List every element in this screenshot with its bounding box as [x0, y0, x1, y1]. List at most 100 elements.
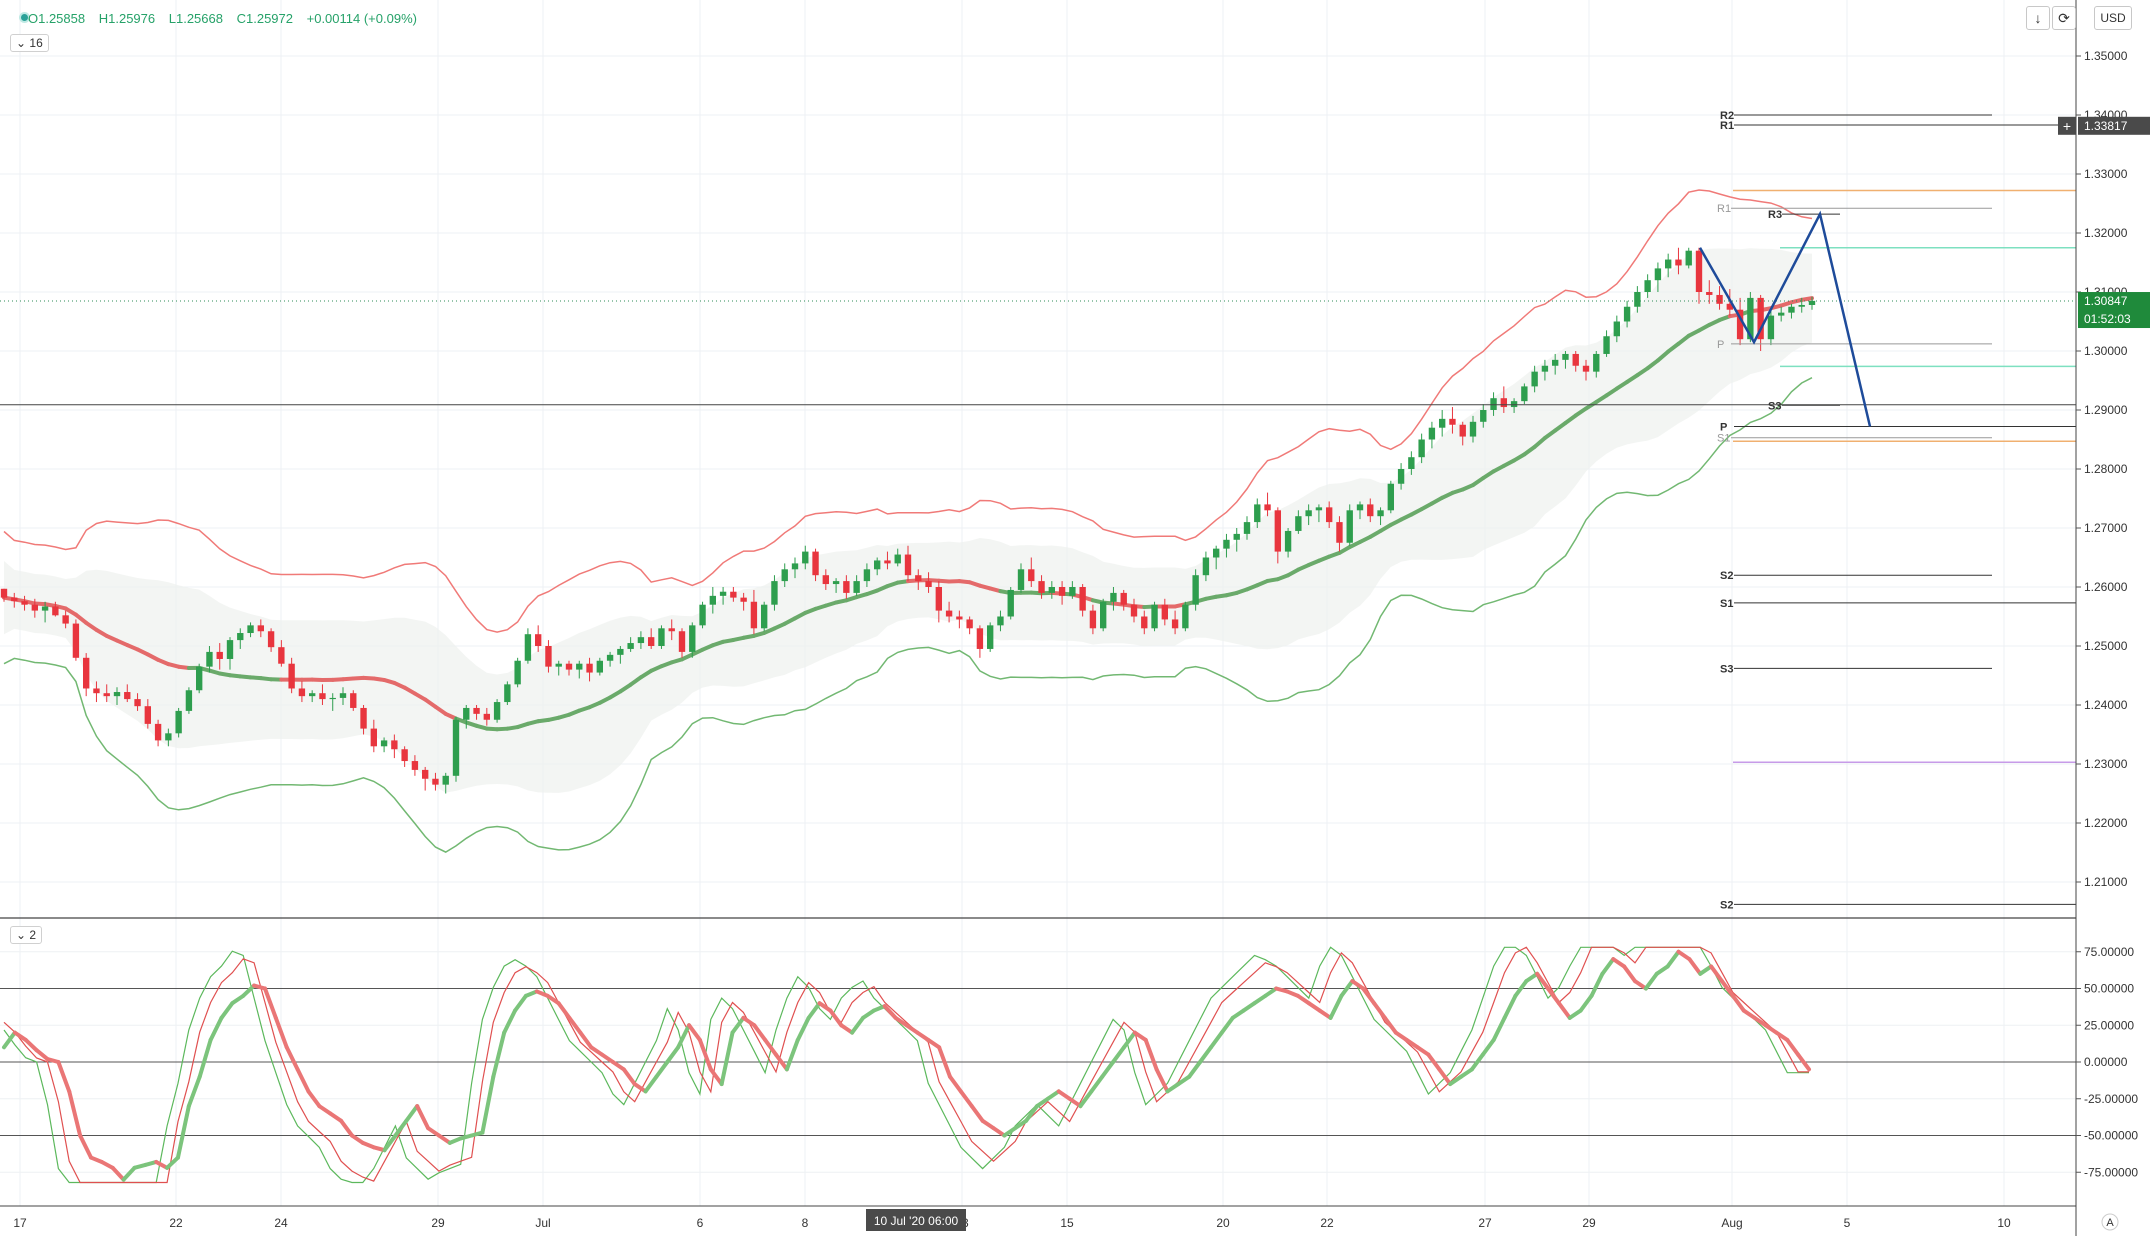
basis-line-segment: [73, 612, 89, 625]
stoch-smooth-segment: [241, 983, 257, 998]
basis-line-segment: [618, 682, 633, 694]
crosshair-plus-icon: +: [2063, 118, 2071, 134]
candle-body: [113, 692, 121, 697]
price-tick-label: 1.24000: [2084, 698, 2128, 712]
stoch-smooth-segment: [1546, 986, 1561, 1006]
candle-body: [1716, 294, 1723, 304]
stoch-smooth-segment: [545, 993, 561, 1006]
stoch-smooth-segment: [1654, 964, 1670, 976]
candle-body: [1223, 539, 1230, 549]
stoch-smooth-segment: [947, 1074, 963, 1094]
stoch-smooth-segment: [632, 1082, 648, 1094]
basis-line-segment: [1532, 436, 1547, 449]
currency-selector[interactable]: USD: [2094, 6, 2132, 30]
candle-body: [1480, 410, 1487, 422]
stoch-smooth-segment: [958, 1089, 974, 1109]
stoch-smooth-segment: [915, 1030, 931, 1042]
stoch-smooth-segment: [1252, 993, 1268, 1006]
indicator-toggle-osc[interactable]: ⌄ 2: [10, 926, 43, 944]
price-tick-label: 1.21000: [2084, 875, 2128, 889]
candle-body: [206, 651, 213, 667]
pivot-label: R3: [1768, 209, 1782, 221]
pivot-label: P: [1720, 422, 1727, 434]
stoch-smooth-segment: [1372, 1001, 1387, 1020]
stoch-smooth-segment: [295, 1067, 311, 1094]
candle-body: [545, 646, 552, 667]
stoch-smooth-segment: [610, 1060, 626, 1072]
stoch-smooth-segment: [262, 986, 278, 1020]
refresh-icon[interactable]: ⟳: [2052, 6, 2076, 30]
time-axis-label: 24: [274, 1216, 288, 1230]
candle-body: [41, 606, 49, 611]
basis-line-segment: [1676, 333, 1691, 346]
indicator-toggle-main[interactable]: ⌄ 16: [10, 34, 49, 52]
stoch-smooth-segment: [676, 1023, 692, 1050]
candle-body: [1603, 336, 1610, 354]
inner-band-fill: [4, 248, 1812, 793]
candle-body: [1233, 533, 1240, 540]
lower-band-line: [3, 377, 1813, 853]
stoch-smooth-segment: [784, 1037, 800, 1072]
stoch-smooth-segment: [850, 1015, 866, 1035]
candle-body: [1120, 592, 1127, 605]
candle-body: [935, 587, 943, 611]
pivot-label: R1: [1720, 120, 1734, 132]
stoch-smooth-segment: [339, 1118, 354, 1138]
stoch-smooth-segment: [774, 1052, 789, 1072]
stoch-smooth-segment: [110, 1165, 126, 1182]
candle-body: [514, 660, 521, 685]
candle-body: [391, 740, 398, 750]
stoch-smooth-segment: [1350, 979, 1366, 991]
stoch-smooth-segment: [1382, 1015, 1398, 1035]
candle-body: [1418, 439, 1425, 458]
basis-line-segment: [1614, 379, 1630, 391]
stoch-smooth-segment: [56, 1060, 72, 1094]
candle-body: [1305, 510, 1312, 517]
stoch-smooth-segment: [1219, 1015, 1235, 1035]
stoch-smooth-segment: [665, 1045, 681, 1064]
candle-body: [1788, 306, 1795, 313]
time-axis-label: 22: [1320, 1216, 1334, 1230]
stoch-smooth-segment: [165, 1155, 180, 1170]
stoch-smooth-segment: [67, 1089, 83, 1138]
pivot-label: S2: [1720, 899, 1733, 911]
candle-body: [144, 706, 152, 724]
stoch-smooth-segment: [861, 1008, 876, 1020]
stoch-smooth-segment: [600, 1052, 615, 1064]
candle-body: [1531, 371, 1538, 387]
candle-body: [1654, 268, 1662, 281]
download-icon[interactable]: ↓: [2026, 6, 2050, 30]
time-axis-label: 29: [1582, 1216, 1596, 1230]
stoch-smooth-segment: [1556, 1001, 1572, 1020]
stoch-smooth-segment: [1295, 993, 1311, 1006]
stoch-smooth-segment: [1208, 1030, 1224, 1050]
price-tick-label: 1.35000: [2084, 49, 2128, 63]
chevron-down-icon: ⌄: [16, 36, 27, 50]
candle-body: [1500, 398, 1508, 408]
stoch-smooth-segment: [1687, 957, 1703, 976]
candle-body: [1706, 292, 1713, 295]
stoch-smooth-segment: [1426, 1052, 1442, 1072]
candle-body: [678, 631, 686, 652]
stoch-smooth-segment: [839, 1023, 855, 1035]
candle-body: [452, 719, 460, 776]
candle-body: [1346, 510, 1353, 543]
candle-body: [997, 616, 1004, 626]
candle-body: [154, 723, 162, 741]
stoch-smooth-segment: [567, 1015, 583, 1035]
candle-body: [216, 651, 223, 659]
stoch-smooth-segment: [1263, 986, 1279, 998]
crosshair-time-label: 10 Jul '20 06:00: [874, 1214, 959, 1228]
stoch-smooth-segment: [1143, 1037, 1159, 1072]
candle-body: [802, 551, 809, 564]
time-axis-label: 8: [802, 1216, 809, 1230]
candle-body: [1644, 280, 1651, 292]
candle-body: [185, 690, 193, 711]
candle-body: [719, 591, 727, 596]
candle-body: [534, 634, 542, 646]
candle-body: [1593, 353, 1600, 372]
chevron-down-icon: ⌄: [16, 928, 27, 942]
candle-body: [1212, 548, 1220, 558]
candle-body: [1449, 418, 1456, 425]
